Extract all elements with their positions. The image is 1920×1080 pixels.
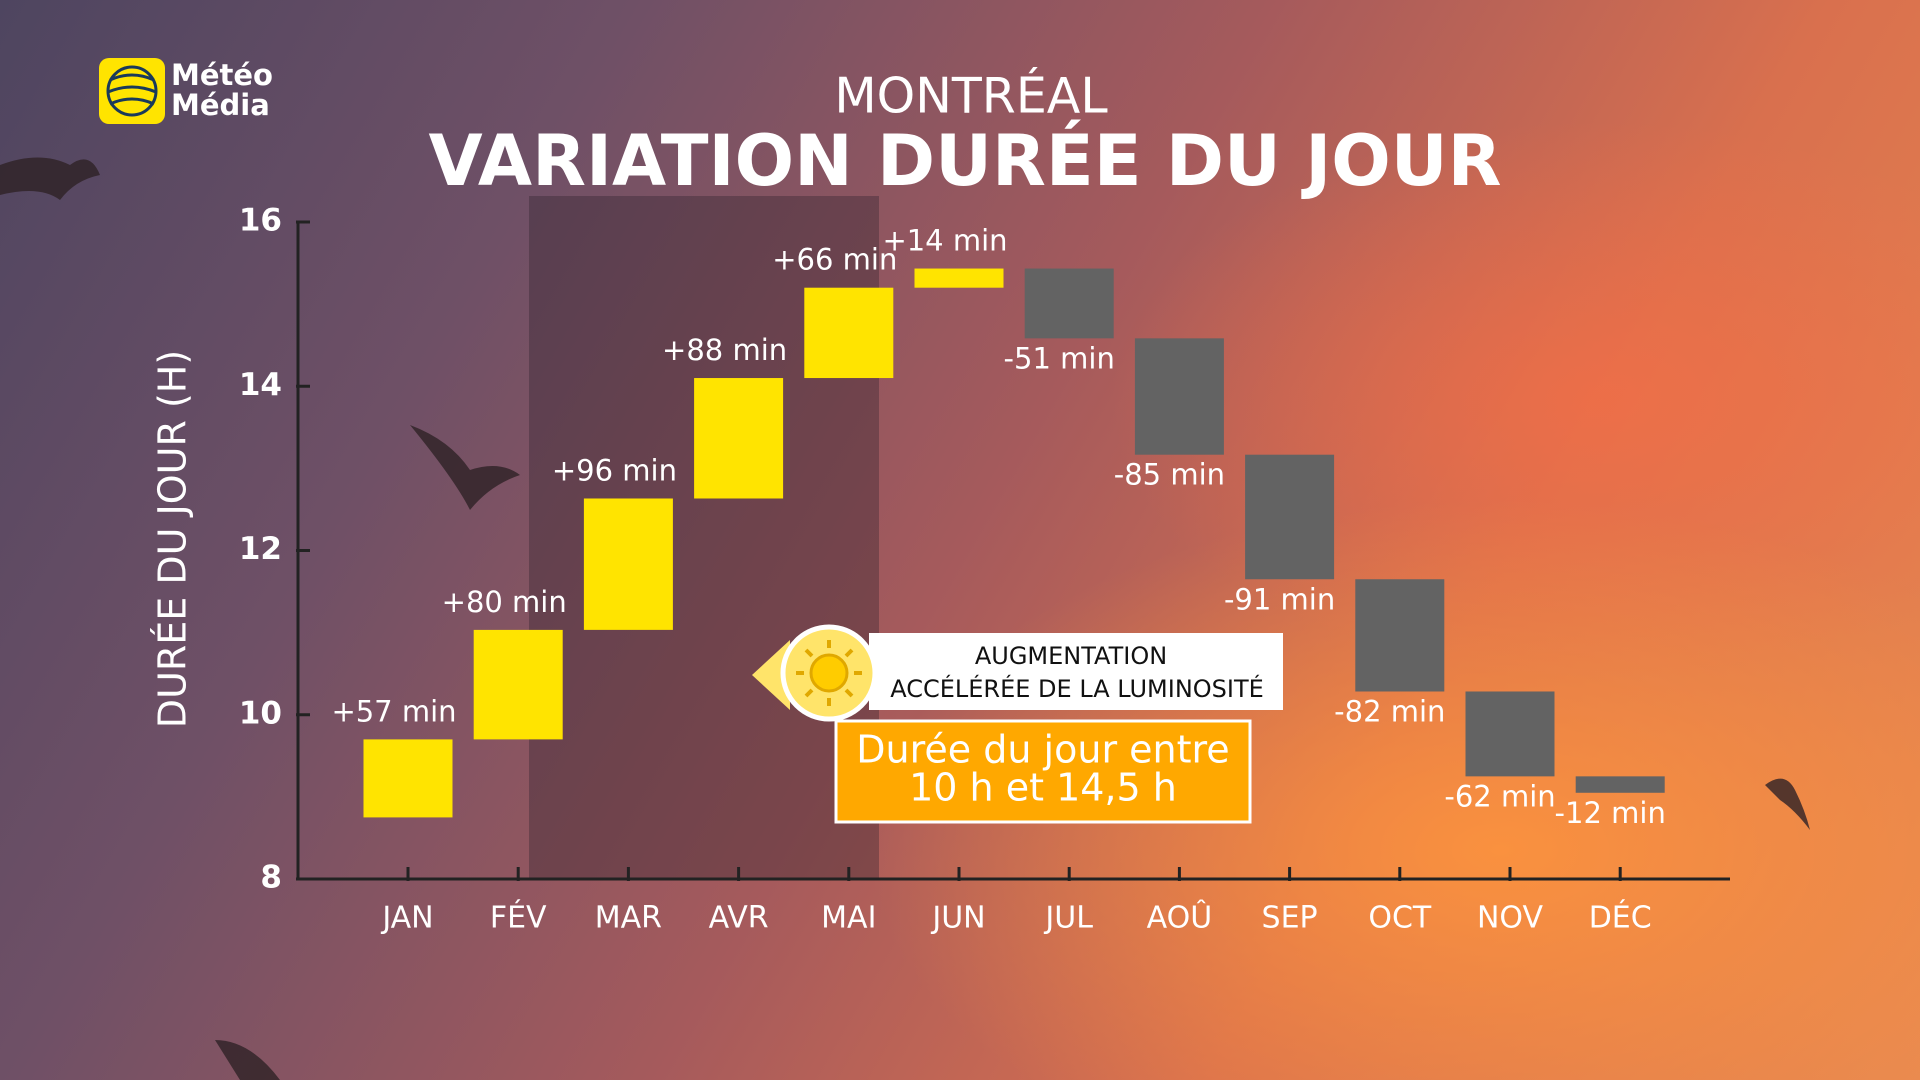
x-tick-label: OCT — [1368, 901, 1432, 936]
y-tick-label: 8 — [260, 860, 282, 896]
bar — [583, 498, 673, 630]
bar — [1024, 268, 1114, 339]
y-tick-label: 14 — [239, 367, 282, 403]
x-tick-label: FÉV — [490, 900, 547, 936]
x-tick-label: DÉC — [1589, 900, 1652, 936]
value-label: -91 min — [1224, 582, 1335, 616]
note-text: Durée du jour entre — [856, 728, 1229, 772]
bar — [1575, 776, 1665, 793]
bar — [1134, 338, 1224, 455]
x-tick-label: MAR — [595, 901, 662, 936]
y-tick-label: 16 — [239, 203, 282, 239]
value-label: -85 min — [1114, 458, 1225, 492]
bar — [804, 287, 894, 379]
value-label: +57 min — [331, 694, 456, 728]
x-tick-label: AOÛ — [1147, 899, 1213, 936]
x-tick-label: NOV — [1477, 901, 1544, 936]
chart-subtitle: MONTRÉAL — [834, 66, 1108, 125]
value-label: -82 min — [1334, 694, 1445, 728]
value-label: +66 min — [772, 243, 897, 277]
y-tick-label: 12 — [239, 531, 282, 567]
bar — [914, 268, 1004, 288]
plot: 8 10 12 14 16 JAN +57 min FÉV +80 min MAR +96 min A… — [239, 203, 1730, 936]
bar — [1355, 579, 1445, 692]
x-tick-label: SEP — [1262, 901, 1318, 936]
chart-title: VARIATION DURÉE DU JOUR — [428, 120, 1501, 202]
x-tick-label: MAI — [821, 901, 876, 936]
bar — [363, 739, 453, 818]
bar — [1465, 691, 1555, 777]
logo-globe — [106, 65, 158, 117]
callout-pointer — [752, 640, 790, 710]
sun-rays — [796, 640, 862, 706]
x-tick-label: AVR — [709, 901, 769, 936]
birds — [0, 157, 1810, 1080]
value-label: +96 min — [552, 453, 677, 487]
logo-text: Média — [171, 88, 270, 122]
x-tick-label: JAN — [380, 901, 433, 936]
annotation: AUGMENTATION ACCÉLÉRÉE DE LA LUMINOSITÉ … — [752, 624, 1283, 824]
bar — [694, 378, 784, 499]
x-tick-label: JUL — [1043, 901, 1093, 936]
annotation-box — [869, 633, 1283, 710]
value-label: -12 min — [1555, 796, 1666, 830]
y-tick-label: 10 — [239, 695, 282, 731]
bar — [1245, 454, 1335, 580]
sun-icon — [809, 653, 849, 693]
annotation-text: AUGMENTATION — [975, 642, 1167, 670]
x-tick-label: JUN — [930, 901, 985, 936]
y-axis-label: DURÉE DU JOUR (H) — [151, 350, 195, 728]
annotation-text: ACCÉLÉRÉE DE LA LUMINOSITÉ — [890, 674, 1264, 703]
note-text: 10 h et 14,5 h — [909, 766, 1177, 810]
value-label: +80 min — [442, 585, 567, 619]
logo-text: Météo — [171, 58, 273, 92]
value-label: -62 min — [1444, 779, 1555, 813]
value-label: +14 min — [882, 224, 1007, 258]
note-box — [834, 719, 1252, 824]
value-label: +88 min — [662, 333, 787, 367]
value-label: -51 min — [1004, 341, 1115, 375]
bar — [473, 629, 563, 740]
